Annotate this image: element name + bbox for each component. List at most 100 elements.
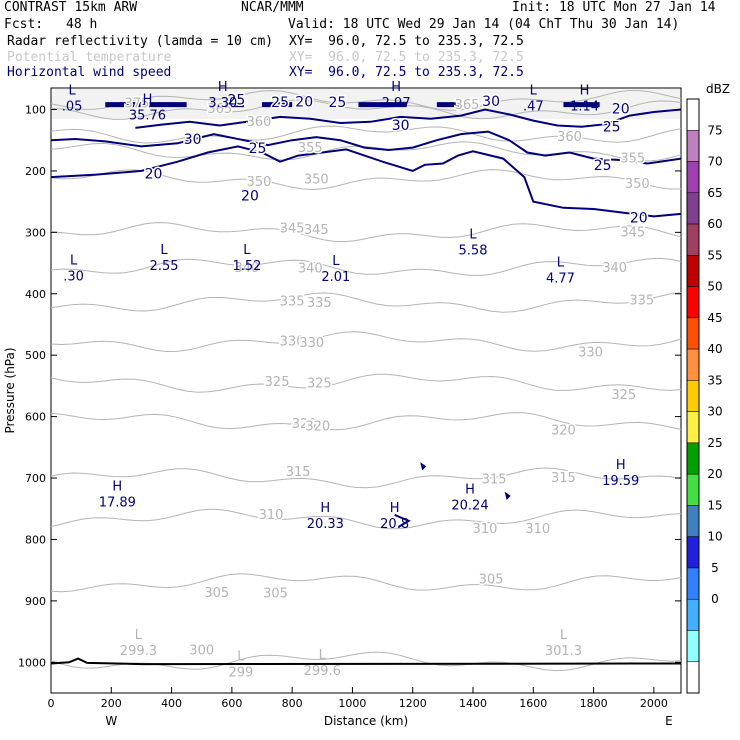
wind-extremum-marker: H: [465, 483, 475, 498]
wind-extremum-value: 20.8: [380, 517, 409, 532]
theta-contour-label: 320: [551, 424, 576, 439]
theta-extremum-value: 299.6: [304, 664, 341, 679]
theta-contour-label: 345: [620, 225, 645, 240]
theta-contour-label: 320: [305, 419, 330, 434]
colorbar-label: 60: [707, 217, 722, 231]
wind-extremum-value: 2.01: [321, 270, 350, 285]
colorbar-label: 75: [707, 123, 722, 137]
model-title: CONTRAST 15km ARW: [4, 0, 138, 15]
y-tick-label: 1000: [18, 656, 46, 669]
wind-extremum-value: .05: [62, 99, 83, 114]
theta-extremum-value: 301.3: [545, 644, 582, 659]
theta-contour-label: 375: [124, 96, 149, 111]
x-tick-label: 0: [48, 697, 55, 710]
field-theta: Potential temperature: [7, 50, 172, 65]
field-wind: Horizontal wind speed: [7, 65, 172, 80]
colorbar-swatch: [686, 380, 700, 412]
theta-contour-label: 305: [263, 586, 288, 601]
field-reflectivity-xy: XY= 96.0, 72.5 to 235.3, 72.5: [289, 34, 524, 49]
wind-extremum-marker: H: [143, 92, 153, 107]
right-endpoint-label: E: [665, 714, 673, 728]
wind-contour-label: 20: [612, 101, 630, 117]
colorbar-swatch: [686, 317, 700, 350]
y-tick-label: 200: [25, 165, 46, 178]
colorbar-label: 5: [711, 561, 719, 575]
x-tick-label: 2000: [640, 697, 668, 710]
colorbar-swatch: [686, 255, 700, 287]
colorbar-label: 20: [707, 467, 722, 481]
colorbar-swatch: [686, 536, 700, 569]
colorbar-label: 25: [707, 436, 722, 450]
wind-extremum-marker: L: [70, 253, 78, 268]
wind-extremum-value: .30: [63, 269, 84, 284]
wind-extremum-marker: L: [530, 83, 538, 98]
y-tick-label: 500: [25, 349, 46, 362]
wind-extremum-marker: H: [580, 83, 590, 98]
wind-extremum-value: 2.55: [150, 259, 179, 274]
theta-contour-label: 365: [455, 98, 480, 113]
wind-extremum-value: 4.77: [546, 271, 575, 286]
theta-contour-label: 340: [298, 262, 323, 277]
wind-contour-label: 25: [594, 158, 612, 174]
theta-contour-label: 335: [280, 295, 305, 310]
wind-contour-label: 20: [241, 188, 259, 204]
wind-extremum-marker: L: [68, 83, 76, 98]
theta-contour: [50, 373, 682, 393]
theta-contour-label: 360: [247, 115, 272, 130]
colorbar-swatch: [686, 161, 700, 194]
theta-contour-label: 305: [479, 572, 504, 587]
theta-contour: [50, 467, 682, 489]
wind-extremum-marker: L: [160, 243, 168, 258]
x-tick-label: 1200: [399, 697, 427, 710]
wind-extremum-marker: L: [557, 255, 565, 270]
theta-contour-label: 315: [286, 465, 311, 480]
colorbar-swatch: [686, 411, 700, 444]
wind-extremum-value: .47: [523, 99, 544, 114]
wind-extremum-value: 17.89: [99, 495, 136, 510]
wind-contour-label: 25: [271, 95, 289, 111]
field-theta-xy: XY= 96.0, 72.5 to 235.3, 72.5: [289, 50, 524, 65]
theta-contour-label: 315: [551, 471, 576, 486]
colorbar-swatch: [686, 473, 700, 506]
theta-contour: [50, 257, 682, 276]
wind-extremum-marker: H: [390, 501, 400, 516]
wind-extremum-value: 19.59: [602, 474, 639, 489]
wind-contour-label: 25: [227, 93, 245, 109]
theta-extremum-marker: L: [319, 648, 327, 663]
x-tick-label: 400: [161, 697, 182, 710]
wind-contour: [135, 108, 682, 129]
colorbar-swatch: [686, 98, 700, 131]
theta-contour-label: 350: [625, 177, 650, 192]
theta-contour-label: 350: [247, 175, 272, 190]
wind-extremum-marker: L: [469, 228, 477, 243]
theta-contour-label: 320: [292, 417, 317, 432]
valid-time: Valid: 18 UTC Wed 29 Jan 14 (04 ChT Thu …: [288, 17, 680, 32]
theta-extremum-marker: L: [135, 628, 143, 643]
wind-extremum-value: 5.58: [459, 244, 488, 259]
colorbar-swatch: [686, 661, 700, 694]
wind-contour-small: [504, 491, 511, 500]
wind-contour-label: 25: [328, 95, 346, 111]
theta-contour: [50, 508, 682, 530]
theta-contour: [50, 222, 682, 243]
colorbar-label: 30: [707, 405, 722, 419]
wind-contour-label: 25: [249, 141, 267, 157]
theta-contour-label: 335: [629, 294, 654, 309]
theta-contour: [50, 90, 682, 111]
wind-extremum-marker: H: [616, 458, 626, 473]
theta-contour-label: 325: [611, 388, 636, 403]
wind-extremum-marker: L: [243, 243, 251, 258]
colorbar-swatch: [686, 286, 700, 319]
wind-contour-small: [420, 462, 427, 471]
theta-contour-label: 325: [307, 376, 332, 391]
colorbar-swatch: [686, 223, 700, 256]
theta-contour-label: 330: [280, 335, 305, 350]
wind-extremum-value: 2.97: [382, 96, 411, 111]
theta-contour-label: 345: [280, 222, 305, 237]
wind-contour-label: 20: [295, 95, 313, 111]
colorbar-swatch: [686, 630, 700, 662]
wind-contour: [50, 130, 682, 165]
theta-contour-label: 340: [235, 261, 260, 276]
x-tick-label: 1400: [459, 697, 487, 710]
wind-contour-label: 30: [482, 94, 500, 110]
